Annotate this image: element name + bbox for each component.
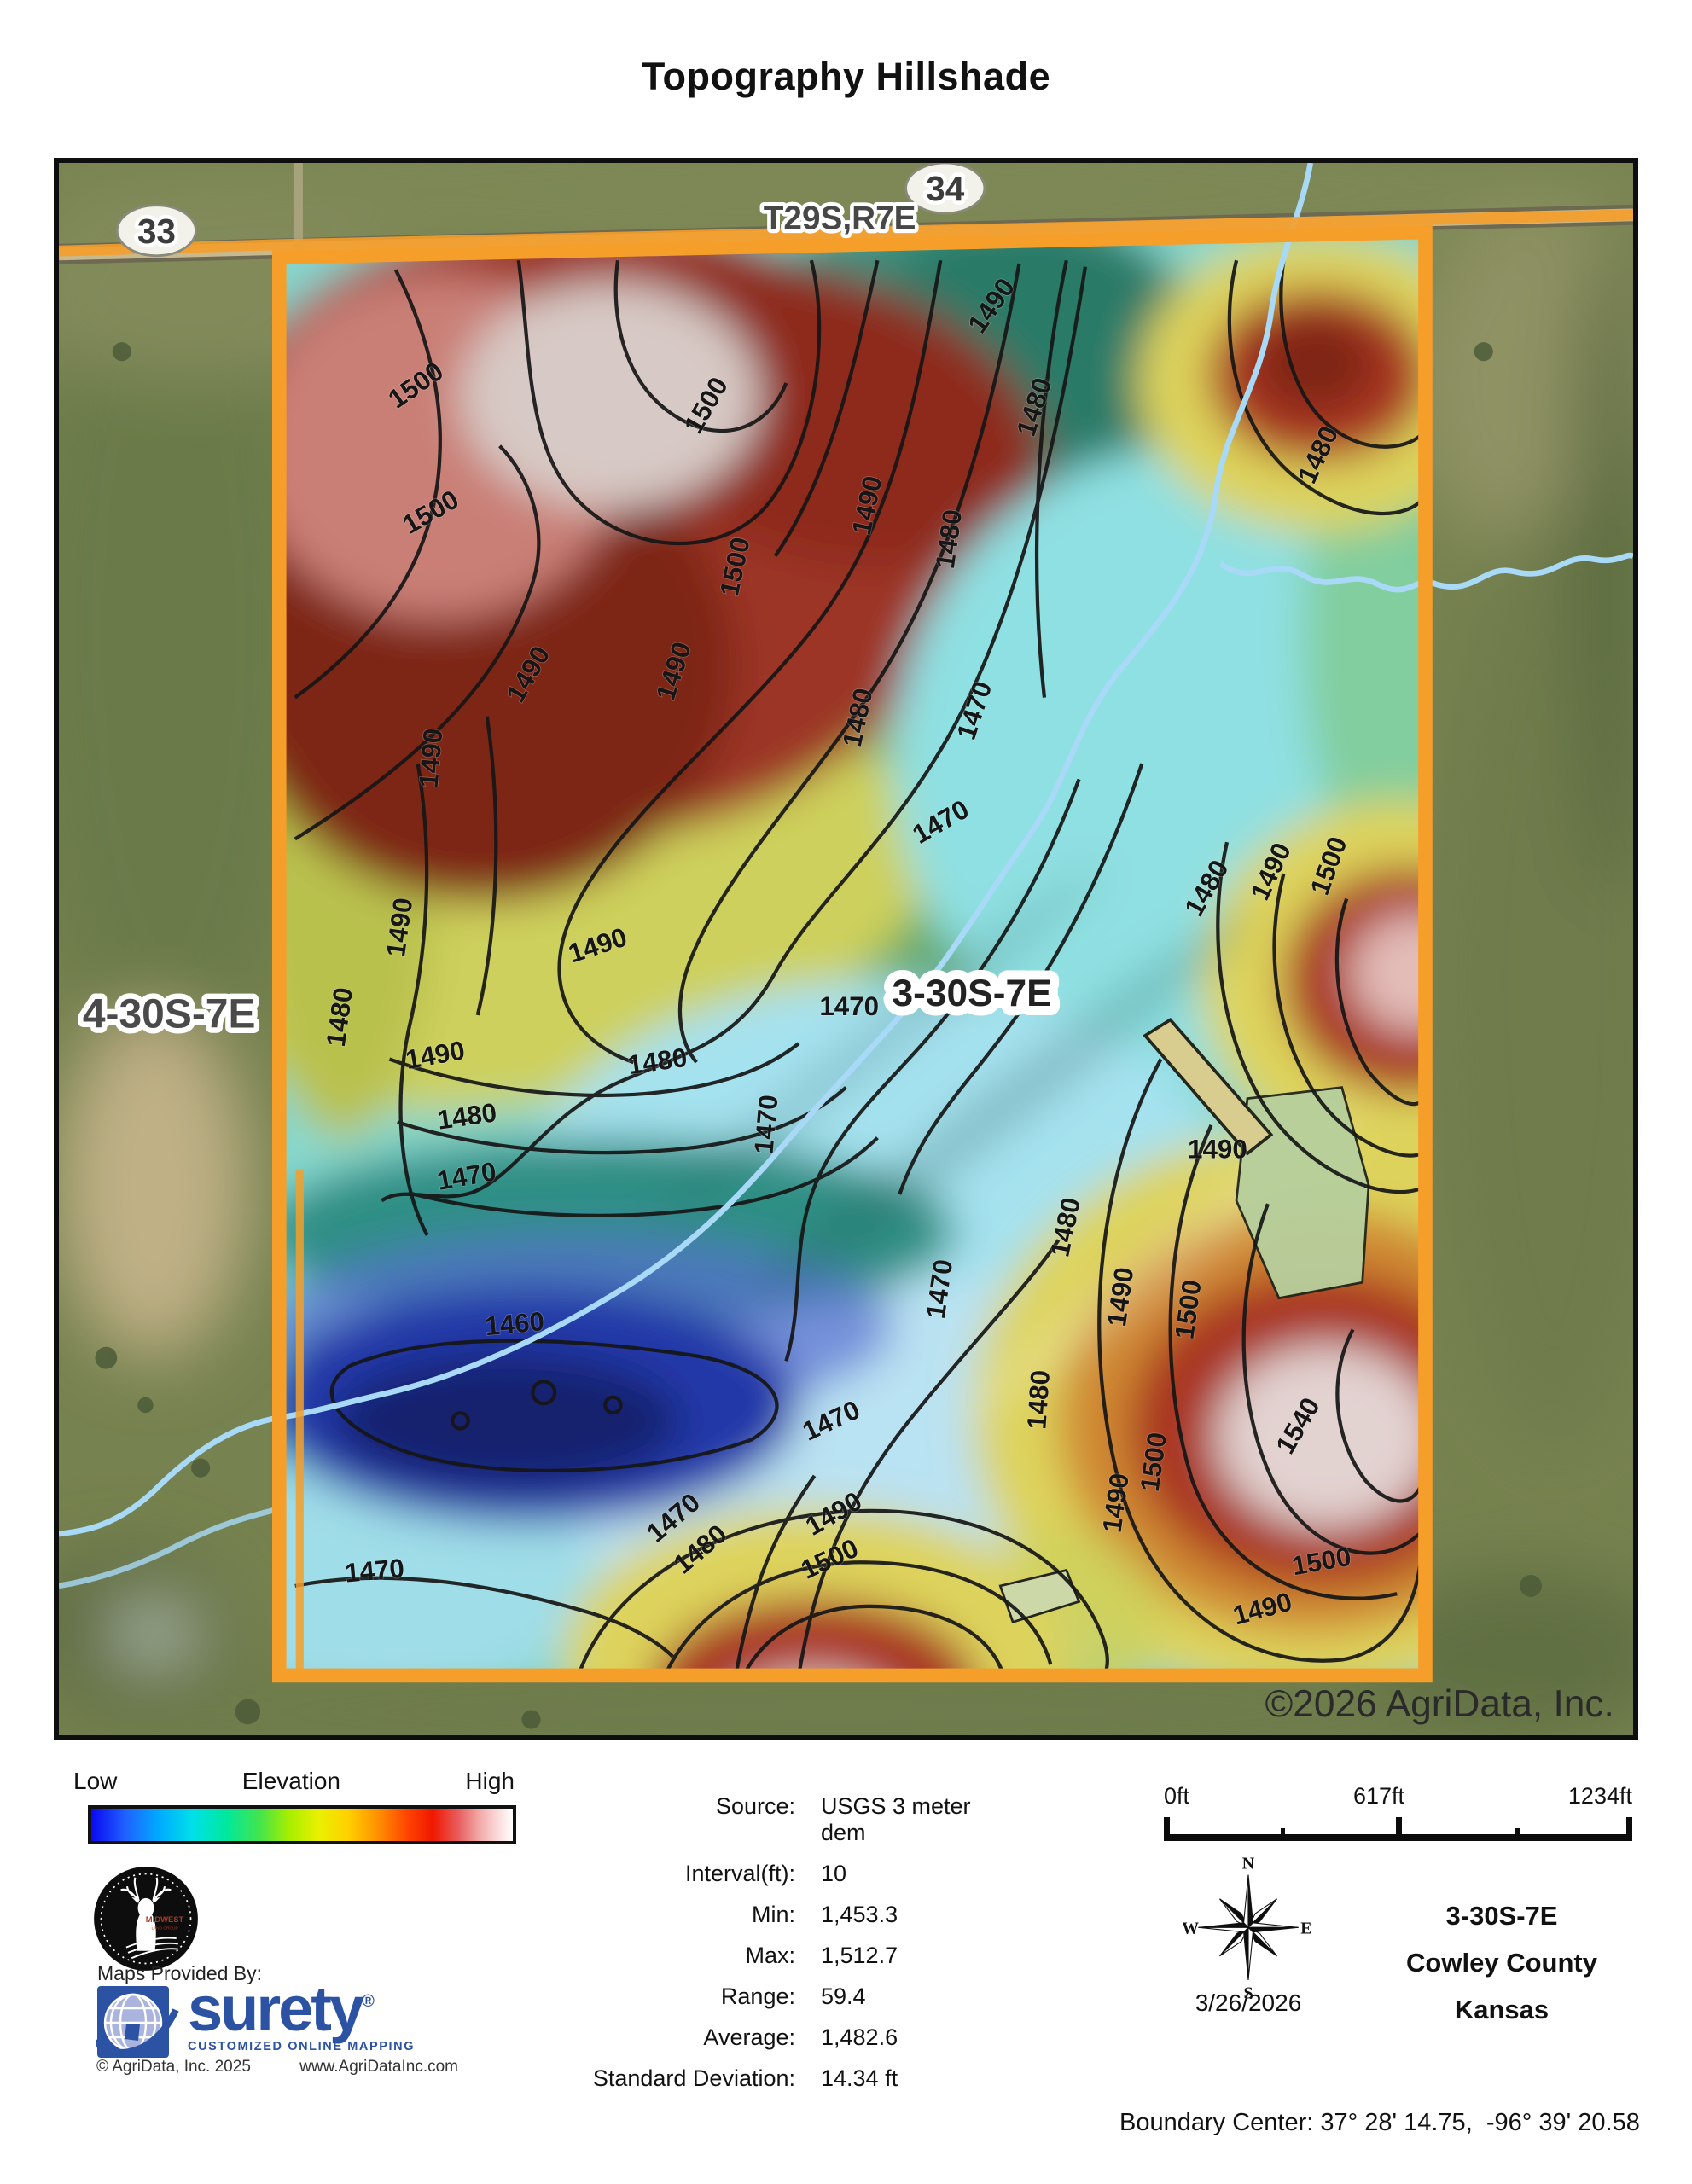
stat-label: Standard Deviation:: [592, 2065, 795, 2091]
stat-value: USGS 3 meter dem: [821, 1793, 971, 1845]
compass-east-label: E: [1300, 1920, 1311, 1938]
contour-label: 1470: [344, 1554, 406, 1589]
scale-end-label: 1234ft: [1567, 1783, 1632, 1809]
scale-start-label: 0ft: [1164, 1783, 1190, 1809]
logo-swoosh-lines: [125, 1937, 178, 1960]
stat-value: 1,512.7: [821, 1943, 898, 1968]
map-date: 3/26/2026: [1195, 1989, 1302, 2016]
deer-logo-subword: LAND GROUP: [151, 1926, 177, 1931]
elevation-stats-table: Source: USGS 3 meter dem Interval(ft): 10 Mi…: [531, 1793, 1021, 2092]
boundary-center-coordinates: Boundary Center: 37° 28' 14.75, -96° 39'…: [1119, 2109, 1640, 2136]
surety-logo: surety® CUSTOMIZED ONLINE MAPPING: [96, 1978, 416, 2059]
map-canvas: 33 34 T29S,R7E 4-30S-7E 3-30S-7E ©2026 A…: [59, 163, 1633, 1735]
legend-high-label: High: [465, 1768, 515, 1794]
agridata-copyright: © AgriData, Inc. 2025: [96, 2058, 251, 2076]
compass-north-label: N: [1242, 1856, 1255, 1873]
elevation-layer: [279, 232, 1426, 1676]
compass-rose-icon: N E S W: [1183, 1856, 1312, 2003]
subject-section-label: 3-30S-7E: [893, 973, 1052, 1014]
agridata-credits: © AgriData, Inc. 2025 www.AgriDataInc.co…: [96, 2058, 458, 2077]
stat-label: Interval(ft):: [684, 1861, 795, 1886]
township-range-label: T29S,R7E: [764, 200, 916, 236]
page-title: Topography Hillshade: [641, 55, 1051, 98]
topography-map[interactable]: 33 34 T29S,R7E 4-30S-7E 3-30S-7E ©2026 A…: [54, 158, 1638, 1740]
contour-label: 1470: [749, 1094, 784, 1155]
stat-label: Source:: [715, 1793, 795, 1819]
map-copyright-overlay: ©2026 AgriData, Inc.: [1265, 1683, 1614, 1725]
stat-label: Max:: [745, 1943, 795, 1968]
surety-globe-icon: [96, 1986, 179, 2058]
stat-value: 1,482.6: [821, 2024, 898, 2050]
stat-label: Min:: [751, 1902, 795, 1927]
compass-west-label: W: [1183, 1920, 1199, 1938]
stat-label: Range:: [720, 1984, 795, 2009]
deer-logo-word: MIDWEST: [146, 1915, 184, 1925]
section-33-label: 33: [137, 212, 176, 251]
contour-label: 1490: [414, 727, 449, 788]
registered-mark: ®: [362, 1992, 375, 2011]
contour-label: 1460: [484, 1306, 546, 1341]
stat-value: 14.34 ft: [821, 2065, 898, 2091]
stat-value: 59.4: [821, 1984, 866, 2009]
elevation-gradient-bar: [88, 1805, 516, 1844]
section-34-label: 34: [926, 169, 965, 208]
location-state: Kansas: [1454, 1995, 1550, 2024]
stat-value: 1,453.3: [821, 1902, 898, 1927]
stat-label: Average:: [703, 2024, 795, 2050]
contour-lines: [294, 259, 1426, 1676]
scale-mid-label: 617ft: [1352, 1783, 1404, 1809]
elevation-legend-labels: Low Elevation High: [73, 1768, 515, 1795]
scale-bar-labels: 0ft 617ft 1234ft: [1164, 1783, 1632, 1809]
compass-south-label: S: [1243, 1984, 1253, 2003]
location-section: 3-30S-7E: [1445, 1901, 1558, 1931]
maps-provided-label: Maps Provided By:: [97, 1962, 263, 1984]
surety-tagline: CUSTOMIZED ONLINE MAPPING: [188, 2040, 416, 2053]
stat-value: 10: [821, 1861, 847, 1886]
location-block: 3-30S-7E Cowley County Kansas: [1335, 1892, 1668, 2033]
contour-label: 1500: [1169, 1278, 1206, 1341]
legend-title: Elevation: [241, 1768, 340, 1794]
map-scale-bar: 0ft 617ft 1234ft: [1164, 1783, 1632, 1841]
scale-bar-graphic: [1164, 1817, 1632, 1841]
legend-low-label: Low: [73, 1768, 118, 1794]
map-place-labels: 33 34 T29S,R7E 4-30S-7E 3-30S-7E ©2026 A…: [77, 163, 1614, 1725]
contour-label: 1480: [626, 1043, 689, 1080]
surety-wordmark: surety: [188, 1973, 364, 2044]
midwest-land-group-logo: MIDWEST LAND GROUP: [94, 1867, 198, 1971]
contour-label: 1490: [1188, 1135, 1247, 1165]
contour-label: 1470: [819, 991, 879, 1021]
agridata-website[interactable]: www.AgriDataInc.com: [299, 2058, 458, 2076]
contour-label: 1480: [1021, 1369, 1055, 1431]
neighbor-section-label: 4-30S-7E: [83, 992, 256, 1037]
location-county: Cowley County: [1406, 1948, 1597, 1978]
field-patch: [998, 1018, 1370, 1624]
